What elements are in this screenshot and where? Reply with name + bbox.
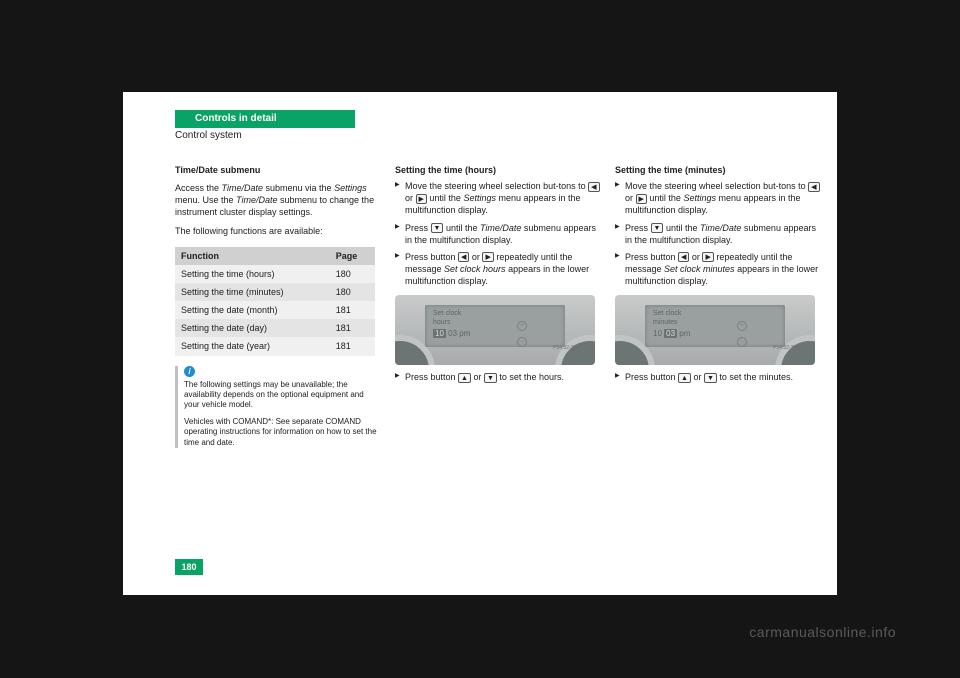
plus-icon: + <box>517 321 527 331</box>
lcd-line1: Set clock <box>653 310 777 318</box>
column-1: Time/Date submenu Access the Time/Date s… <box>175 164 380 454</box>
down-arrow-button: ▼ <box>484 373 497 383</box>
lcd-line1: Set clock <box>433 310 557 318</box>
info-box: i The following settings may be unavaila… <box>175 366 380 448</box>
page-number: 180 <box>175 559 203 575</box>
table-row: Setting the time (hours)180 <box>175 265 375 283</box>
right-arrow-button: ▶ <box>482 252 493 262</box>
watermark: carmanualsonline.info <box>749 624 896 640</box>
right-arrow-button: ▶ <box>702 252 713 262</box>
col1-heading: Time/Date submenu <box>175 164 380 176</box>
lcd-screen: Set clock minutes 10 03 pm + − <box>645 305 785 347</box>
table-row: Setting the time (minutes)180 <box>175 283 375 301</box>
right-arrow-button: ▶ <box>636 194 647 204</box>
left-arrow-button: ◀ <box>808 182 819 192</box>
down-arrow-button: ▼ <box>704 373 717 383</box>
instrument-display-hours: Set clock hours 10 03 pm + − P54.32-3984… <box>395 295 595 365</box>
instrument-display-minutes: Set clock minutes 10 03 pm + − P54.32-39… <box>615 295 815 365</box>
lcd-value: 10 03 pm <box>653 329 777 339</box>
plus-icon: + <box>737 321 747 331</box>
info-line: Vehicles with COMAND*: See separate COMA… <box>184 417 380 448</box>
left-arrow-button: ◀ <box>678 252 689 262</box>
header-title: Controls in detail <box>195 113 277 124</box>
header-bar: Controls in detail <box>175 110 355 128</box>
left-arrow-button: ◀ <box>458 252 469 262</box>
function-table: Function Page Setting the time (hours)18… <box>175 247 375 356</box>
info-icon: i <box>184 366 195 377</box>
down-arrow-button: ▼ <box>431 223 444 233</box>
lcd-value: 10 03 pm <box>433 329 557 339</box>
col2-heading: Setting the time (hours) <box>395 164 600 176</box>
up-arrow-button: ▲ <box>458 373 471 383</box>
th-page: Page <box>330 247 375 265</box>
step: Move the steering wheel selection but-to… <box>395 180 600 216</box>
step: Press button ▲ or ▼ to set the hours. <box>395 371 600 383</box>
up-arrow-button: ▲ <box>678 373 691 383</box>
step: Press button ▲ or ▼ to set the minutes. <box>615 371 820 383</box>
column-3: Setting the time (minutes) Move the stee… <box>615 164 820 388</box>
manual-page: Controls in detail Control system Time/D… <box>123 92 837 595</box>
lcd-arrows: + − <box>737 321 747 347</box>
minus-icon: − <box>517 337 527 347</box>
col1-intro: Access the Time/Date submenu via the Set… <box>175 182 380 218</box>
step: Press ▼ until the Time/Date submenu appe… <box>395 222 600 246</box>
column-2: Setting the time (hours) Move the steeri… <box>395 164 600 388</box>
table-header-row: Function Page <box>175 247 375 265</box>
section-title: Control system <box>175 130 242 141</box>
part-number: P54.32-3984-31 <box>553 345 589 352</box>
th-function: Function <box>175 247 330 265</box>
info-line: The following settings may be unavailabl… <box>184 380 380 411</box>
step: Press ▼ until the Time/Date submenu appe… <box>615 222 820 246</box>
lcd-arrows: + − <box>517 321 527 347</box>
right-arrow-button: ▶ <box>416 194 427 204</box>
step: Press button ◀ or ▶ repeatedly until the… <box>395 251 600 287</box>
table-intro: The following functions are available: <box>175 225 380 237</box>
step: Move the steering wheel selection but-to… <box>615 180 820 216</box>
left-arrow-button: ◀ <box>588 182 599 192</box>
table-row: Setting the date (year)181 <box>175 337 375 355</box>
step: Press button ◀ or ▶ repeatedly until the… <box>615 251 820 287</box>
col3-heading: Setting the time (minutes) <box>615 164 820 176</box>
table-row: Setting the date (day)181 <box>175 319 375 337</box>
lcd-line2: minutes <box>653 319 777 327</box>
part-number: P54.32-3985-31 <box>773 345 809 352</box>
down-arrow-button: ▼ <box>651 223 664 233</box>
minus-icon: − <box>737 337 747 347</box>
table-row: Setting the date (month)181 <box>175 301 375 319</box>
lcd-screen: Set clock hours 10 03 pm + − <box>425 305 565 347</box>
lcd-line2: hours <box>433 319 557 327</box>
